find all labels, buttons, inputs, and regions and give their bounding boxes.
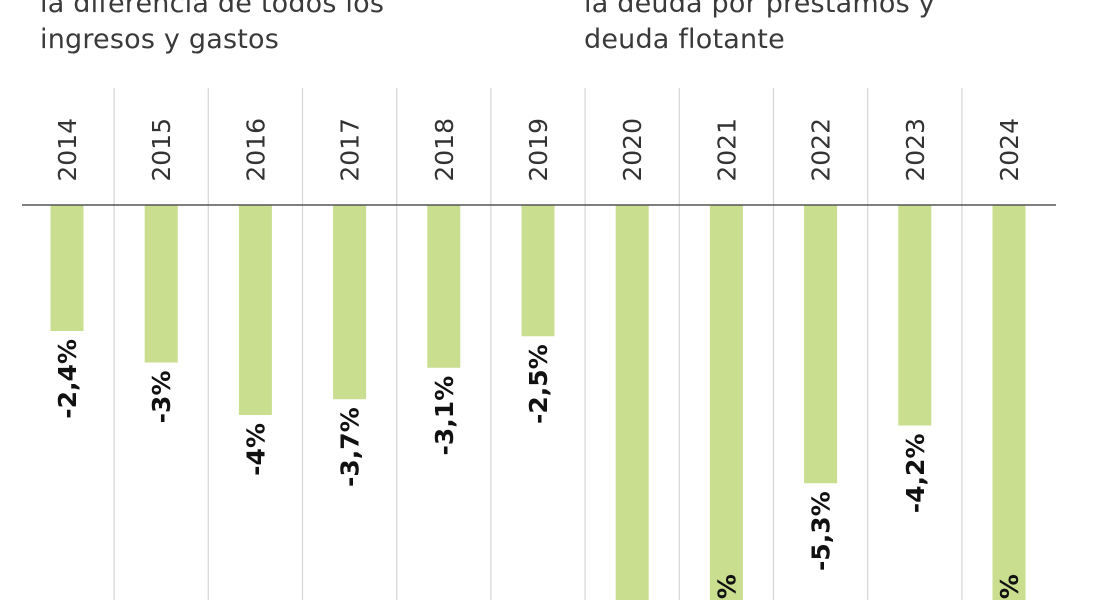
value-label-2022: -5,3% <box>807 491 836 571</box>
year-label-2018: 2018 <box>430 118 459 182</box>
caption-left-line-2: ingresos y gastos <box>40 24 279 55</box>
year-label-2014: 2014 <box>53 118 82 182</box>
caption-right-line-2: deuda flotante <box>584 24 785 55</box>
bar-2019 <box>521 205 555 337</box>
value-label-2016: -4% <box>241 423 270 476</box>
bar-2017 <box>333 205 367 400</box>
bar-2015 <box>144 205 178 363</box>
caption-right: la deuda por préstamos y deuda flotante <box>584 0 935 58</box>
year-label-2019: 2019 <box>524 118 553 182</box>
year-label-2023: 2023 <box>901 118 930 182</box>
caption-left: la diferencia de todos los ingresos y ga… <box>40 0 384 58</box>
year-label-2022: 2022 <box>807 118 836 182</box>
bar-2024 <box>992 205 1026 600</box>
year-label-2015: 2015 <box>147 118 176 182</box>
value-label-2019: -2,5% <box>524 344 553 424</box>
bar-2021 <box>709 205 743 600</box>
value-label-2017: -3,7% <box>336 407 365 487</box>
bar-2020 <box>615 205 649 600</box>
bar-2022 <box>804 205 838 484</box>
bar-2023 <box>898 205 932 426</box>
caption-left-line-1: la diferencia de todos los <box>40 0 385 19</box>
year-label-2024: 2024 <box>995 118 1024 182</box>
year-label-2021: 2021 <box>712 118 741 182</box>
value-label-2021: % <box>712 574 741 599</box>
value-label-2014: -2,4% <box>53 339 82 419</box>
caption-right-line-1: la deuda por préstamos y <box>584 0 935 19</box>
bar-2014 <box>50 205 84 331</box>
value-label-2018: -3,1% <box>430 376 459 456</box>
value-label-2015: -3% <box>147 371 176 424</box>
year-label-2016: 2016 <box>241 118 270 182</box>
value-label-2024: % <box>995 574 1024 599</box>
bar-2018 <box>427 205 461 368</box>
year-label-2017: 2017 <box>336 118 365 182</box>
value-label-2023: -4,2% <box>901 434 930 514</box>
year-label-2020: 2020 <box>618 118 647 182</box>
bar-2016 <box>238 205 272 415</box>
